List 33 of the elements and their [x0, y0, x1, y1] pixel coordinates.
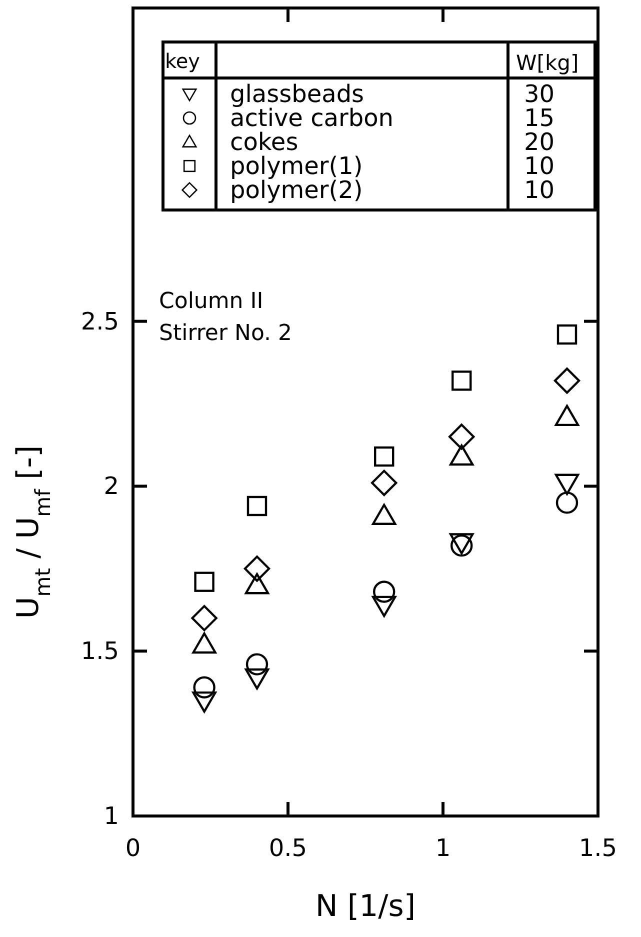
annotation: W[kg]	[516, 51, 579, 75]
x-axis-title: N [1/s]	[315, 889, 416, 924]
point	[450, 444, 474, 466]
y-tick-label: 2.5	[80, 307, 119, 336]
y-tick-label: 2	[104, 472, 119, 500]
point	[452, 370, 472, 391]
x-tick-label: 0.5	[268, 834, 308, 862]
point	[192, 691, 216, 713]
point	[373, 580, 396, 603]
point	[556, 324, 578, 345]
point	[448, 424, 475, 450]
legend-label: glassbeads	[230, 80, 364, 108]
point	[191, 605, 218, 632]
y-tick-label: 1.5	[80, 637, 119, 666]
legend-title: key	[165, 49, 200, 73]
y-tick-label: 1	[104, 802, 119, 830]
point	[246, 653, 268, 676]
point	[372, 596, 396, 618]
point	[556, 492, 578, 514]
annotation: Stirrer No. 2	[159, 321, 292, 346]
point	[554, 404, 580, 426]
point	[193, 676, 216, 698]
point	[554, 368, 580, 394]
point	[244, 668, 270, 690]
point	[374, 446, 394, 467]
x-tick-label: 0	[125, 834, 141, 862]
point	[194, 572, 214, 592]
x-tick-label: 1	[435, 834, 451, 862]
annotation: Column II	[159, 289, 264, 314]
point	[244, 556, 270, 582]
x-tick-label: 1.5	[578, 834, 618, 862]
point	[246, 496, 268, 516]
point	[371, 470, 398, 496]
